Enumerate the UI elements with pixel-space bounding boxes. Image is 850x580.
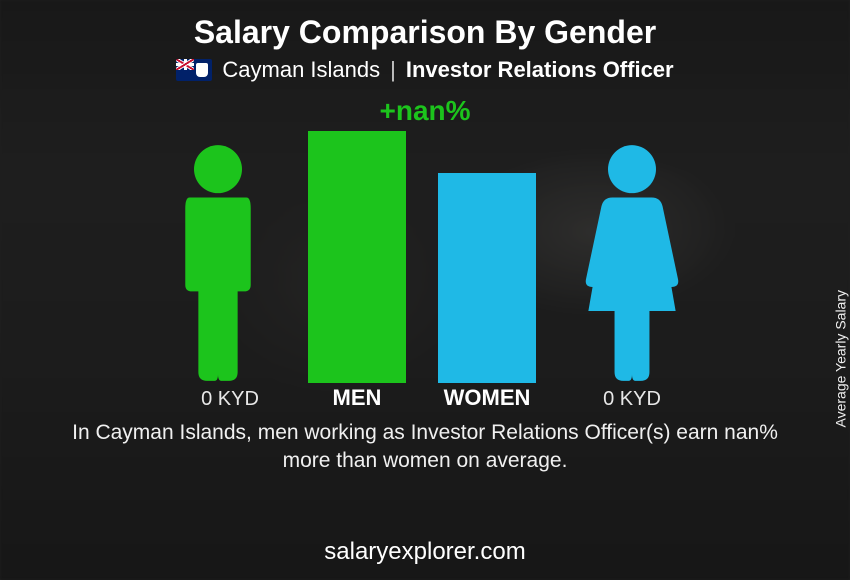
women-salary: 0 KYD: [577, 388, 687, 411]
comparison-chart: +nan% MEN WOMEN 0 KYD 0 KYD: [145, 101, 705, 411]
women-label: WOMEN: [438, 385, 536, 411]
content: Salary Comparison By Gender Cayman Islan…: [0, 0, 850, 580]
page-title: Salary Comparison By Gender: [194, 14, 656, 51]
difference-label: +nan%: [379, 95, 470, 127]
men-label: MEN: [308, 385, 406, 411]
separator: |: [390, 57, 396, 83]
footer-source: salaryexplorer.com: [0, 538, 850, 566]
country-name: Cayman Islands: [222, 57, 380, 83]
female-icon: [577, 143, 687, 383]
job-role: Investor Relations Officer: [406, 57, 674, 83]
subtitle: Cayman Islands | Investor Relations Offi…: [176, 57, 673, 83]
male-icon: [163, 143, 273, 383]
men-bar: [308, 131, 406, 383]
caption-text: In Cayman Islands, men working as Invest…: [55, 419, 795, 476]
women-bar: [438, 173, 536, 383]
flag-icon: [176, 59, 212, 81]
y-axis-label: Average Yearly Salary: [832, 290, 848, 428]
men-salary: 0 KYD: [175, 388, 285, 411]
